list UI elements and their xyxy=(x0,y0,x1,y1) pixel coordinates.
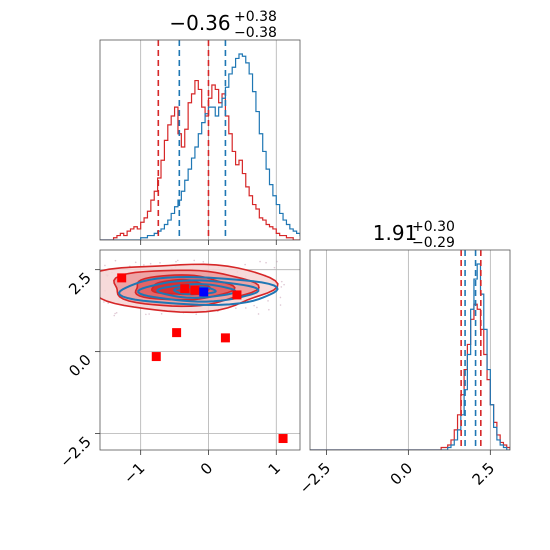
sample-dot xyxy=(279,304,282,306)
sample-dot xyxy=(84,306,86,308)
tick-label-2d-y-0: −2.5 xyxy=(56,433,94,471)
title-param-y-median: 1.91 xyxy=(373,221,418,245)
tick-label-right-x-2: 2.5 xyxy=(469,459,499,489)
tick-label-2d-x-0: −1 xyxy=(120,459,148,487)
sample-dot xyxy=(113,314,116,317)
sample-dot xyxy=(96,311,98,313)
contour-blue-1 xyxy=(137,279,260,303)
title-param-x-median: −0.36 xyxy=(169,11,230,35)
sample-dot xyxy=(202,261,205,263)
scatter-red-point xyxy=(190,285,200,295)
scatter-red-point xyxy=(151,352,161,362)
title-param-x-plus: +0.38 xyxy=(234,9,277,25)
hist-y-blue xyxy=(310,263,510,450)
sample-dot xyxy=(160,312,163,315)
scatter-red-point xyxy=(172,328,182,338)
sample-dot xyxy=(134,261,137,264)
sample-dot xyxy=(95,266,97,268)
sample-dot xyxy=(92,295,94,297)
sample-dot xyxy=(273,266,276,269)
title-param-x: −0.36 xyxy=(169,11,230,35)
tick-label-right-x-1: 0.0 xyxy=(387,459,417,489)
hist-panel-param-x xyxy=(99,39,301,245)
scatter-panel-2d xyxy=(84,249,301,455)
sample-dot xyxy=(245,307,247,309)
title-param-y-minus: −0.29 xyxy=(412,235,455,251)
sample-dot xyxy=(107,302,110,304)
tick-label-2d-x-1: 0 xyxy=(197,459,216,478)
sample-dot xyxy=(103,301,105,303)
tick-label-2d-y-1: 0.0 xyxy=(65,351,95,381)
hist-y-red xyxy=(310,303,510,450)
sample-dot xyxy=(89,292,91,294)
title-param-x-minus: −0.38 xyxy=(234,25,277,41)
sample-dot xyxy=(268,308,270,311)
sample-dot xyxy=(257,313,260,315)
hist-x-blue xyxy=(100,53,300,240)
sample-dot xyxy=(86,293,88,295)
sample-dot xyxy=(159,262,161,264)
sample-dot xyxy=(235,307,237,310)
sample-dot xyxy=(253,304,255,307)
sample-dot xyxy=(96,314,98,316)
sample-dot xyxy=(115,311,118,314)
sample-dot xyxy=(193,259,196,262)
sample-dot xyxy=(175,260,177,263)
sample-dot xyxy=(265,261,267,264)
sample-dot xyxy=(256,306,258,309)
scatter-blue-point xyxy=(199,287,209,297)
sample-dot xyxy=(244,263,246,266)
hist-x-red xyxy=(100,79,300,240)
sample-dot xyxy=(279,296,282,299)
contour-blue-2 xyxy=(156,283,237,299)
sample-dot xyxy=(148,313,150,315)
tick-label-2d-x-2: 1 xyxy=(265,459,284,478)
sample-dot xyxy=(96,263,98,265)
sample-dot xyxy=(114,312,116,315)
sample-dot xyxy=(259,260,261,263)
sample-dot xyxy=(92,273,94,275)
title-param-y: 1.91 xyxy=(373,221,418,245)
tick-label-right-x-0: −2.5 xyxy=(296,459,334,497)
tick-label-2d-y-2: 2.5 xyxy=(65,269,95,299)
sample-dot xyxy=(97,306,99,308)
sample-dot xyxy=(143,264,145,266)
frame-right xyxy=(309,249,511,451)
sample-dot xyxy=(195,313,198,316)
sample-dot xyxy=(98,260,100,262)
sample-dot xyxy=(280,280,283,283)
scatter-red-point xyxy=(180,284,190,294)
scatter-red-point xyxy=(278,434,288,444)
sample-dot xyxy=(267,300,269,302)
scatter-red-point xyxy=(232,290,242,300)
sample-dot xyxy=(145,313,147,316)
frame-top xyxy=(99,39,301,241)
sample-dot xyxy=(90,294,92,296)
contour-blue-0 xyxy=(117,275,279,306)
scatter-red-point xyxy=(117,273,127,283)
sample-dot xyxy=(95,266,97,268)
sample-dot xyxy=(114,259,117,262)
sample-dot xyxy=(283,283,285,286)
sample-dot xyxy=(176,259,179,262)
sample-dot xyxy=(104,264,106,267)
sample-dot xyxy=(97,303,99,305)
title-param-y-plus: +0.30 xyxy=(412,219,455,235)
sample-dot xyxy=(149,262,152,265)
hist-panel-param-y xyxy=(309,249,511,455)
scatter-red-point xyxy=(220,333,230,343)
frame-2d xyxy=(99,249,301,451)
sample-dot xyxy=(280,286,283,288)
sample-dot xyxy=(276,260,278,263)
